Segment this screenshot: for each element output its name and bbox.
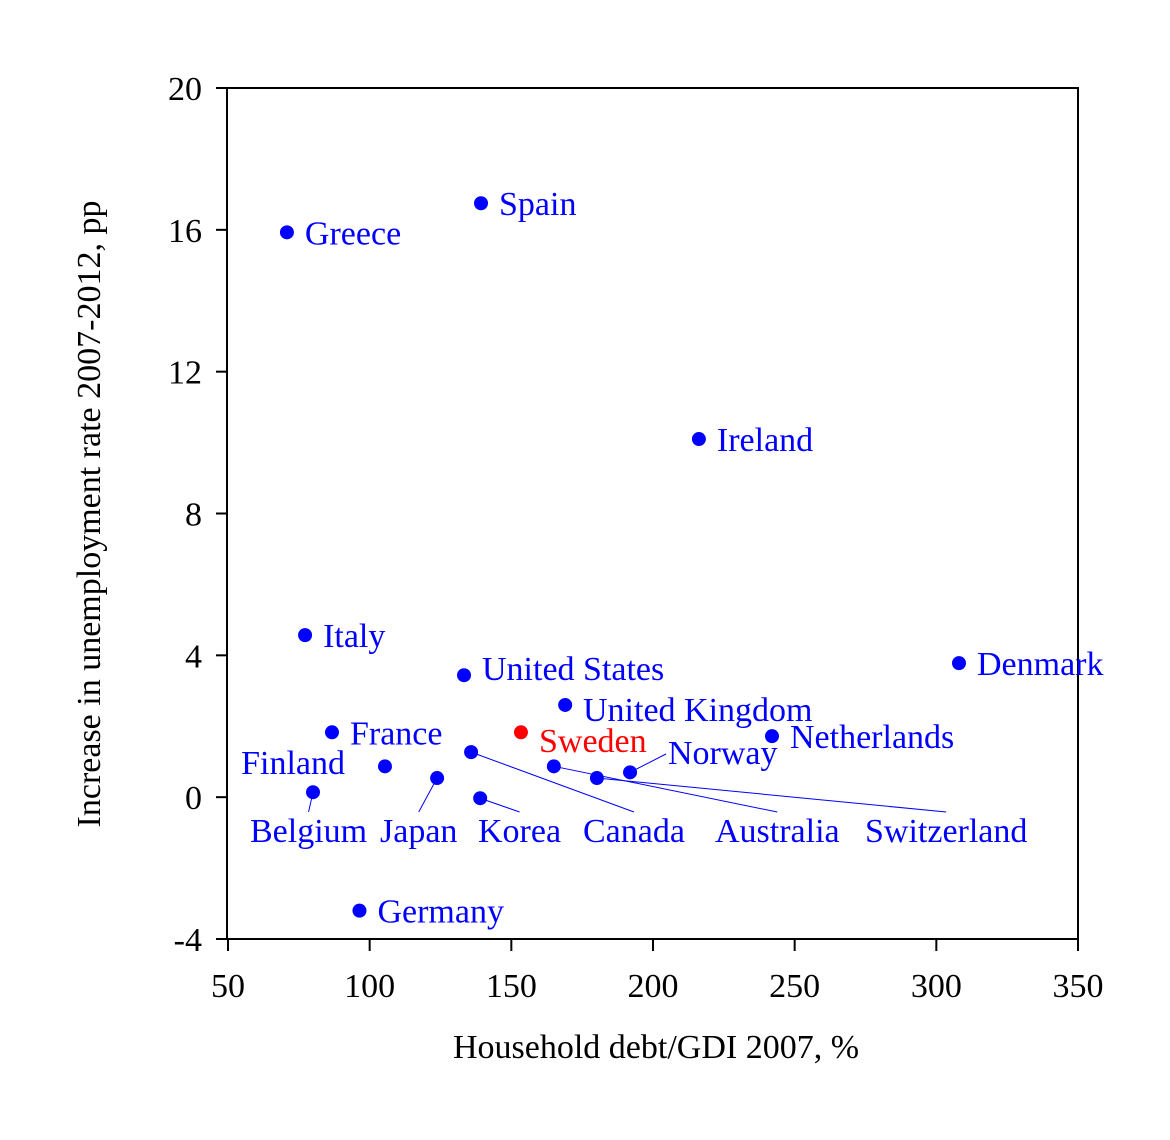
- point-marker: [324, 725, 339, 740]
- point-marker: [952, 656, 966, 671]
- point-label: Germany: [377, 894, 504, 931]
- point-marker: [430, 771, 445, 786]
- point-marker: [546, 759, 561, 774]
- point-marker: [473, 791, 488, 806]
- point-marker: [352, 903, 367, 918]
- leader-line: [470, 751, 635, 813]
- x-tick-label: 350: [1053, 968, 1104, 1005]
- data-point-switzerland: Switzerland: [589, 771, 1027, 850]
- y-tick-label: 20: [168, 71, 202, 108]
- x-tick-label: 250: [769, 968, 820, 1005]
- data-point-norway: Norway: [623, 735, 778, 780]
- point-label: Italy: [323, 618, 385, 655]
- data-point-france: France: [324, 715, 443, 752]
- y-tick-label: 8: [185, 497, 202, 534]
- data-point-japan: Japan: [380, 771, 457, 850]
- point-label: Finland: [241, 745, 345, 782]
- point-marker: [589, 771, 604, 786]
- x-tick-label: 100: [344, 968, 395, 1005]
- x-tick-label: 150: [486, 968, 537, 1005]
- data-point-united-states: United States: [457, 651, 664, 688]
- data-point-denmark: Denmark: [952, 646, 1104, 683]
- point-marker: [279, 225, 294, 240]
- y-tick-label: -4: [174, 922, 202, 959]
- data-point-spain: Spain: [474, 186, 576, 223]
- point-marker: [457, 668, 472, 683]
- point-label: United Kingdom: [583, 692, 812, 729]
- point-label: Korea: [478, 813, 561, 850]
- data-point-italy: Italy: [298, 618, 385, 655]
- y-axis: -4 0 4 8 12 16 20: [168, 71, 228, 959]
- y-axis-label: Increase in unemployment rate 2007-2012,…: [71, 201, 108, 828]
- y-tick-label: 0: [185, 780, 202, 817]
- point-marker: [474, 196, 489, 211]
- point-label: Japan: [380, 813, 457, 850]
- data-point-ireland: Ireland: [691, 422, 813, 459]
- data-point-netherlands: Netherlands: [765, 719, 954, 756]
- x-tick-label: 200: [628, 968, 679, 1005]
- y-tick-label: 16: [168, 213, 202, 250]
- data-point-germany: Germany: [352, 894, 504, 931]
- point-label: Spain: [499, 186, 576, 223]
- point-label: Canada: [583, 813, 685, 850]
- x-tick-label: 300: [911, 968, 962, 1005]
- point-marker: [377, 759, 392, 774]
- point-label: United States: [482, 651, 664, 688]
- point-label: Belgium: [250, 813, 367, 850]
- data-point-belgium: Belgium: [250, 785, 367, 850]
- point-label: Sweden: [539, 723, 647, 760]
- data-point-united-kingdom: United Kingdom: [558, 692, 812, 729]
- leader-line: [596, 777, 947, 813]
- point-label: Norway: [668, 735, 778, 772]
- point-marker: [765, 729, 779, 744]
- data-point-korea: Korea: [473, 791, 561, 850]
- point-label: Australia: [715, 813, 840, 850]
- leader-line: [553, 765, 778, 813]
- point-marker: [298, 628, 313, 643]
- point-marker: [623, 765, 638, 780]
- x-axis: 50 100 150 200 250 300 350: [211, 939, 1104, 1005]
- x-tick-label: 50: [211, 968, 245, 1005]
- data-point-sweden: Sweden: [513, 723, 647, 760]
- data-points: Greece Spain Ireland Italy Denmark United Sta…: [241, 186, 1103, 930]
- point-marker: [558, 697, 573, 712]
- label-leader-lines: [308, 751, 947, 813]
- point-label: Greece: [305, 215, 401, 252]
- y-tick-label: 4: [185, 638, 202, 675]
- data-point-finland: Finland: [241, 745, 392, 782]
- point-marker: [306, 785, 320, 800]
- point-label: Netherlands: [790, 719, 954, 756]
- point-marker: [464, 745, 479, 760]
- point-label: Ireland: [717, 422, 813, 459]
- point-label: Switzerland: [865, 813, 1027, 850]
- data-point-greece: Greece: [279, 215, 401, 252]
- x-axis-label: Household debt/GDI 2007, %: [453, 1029, 859, 1066]
- point-marker: [691, 432, 706, 447]
- data-point-australia: Australia: [546, 759, 840, 850]
- y-tick-label: 12: [168, 355, 202, 392]
- point-label: Denmark: [977, 646, 1104, 683]
- point-label: France: [350, 715, 443, 752]
- data-point-canada: Canada: [464, 745, 685, 850]
- point-marker: [513, 725, 528, 740]
